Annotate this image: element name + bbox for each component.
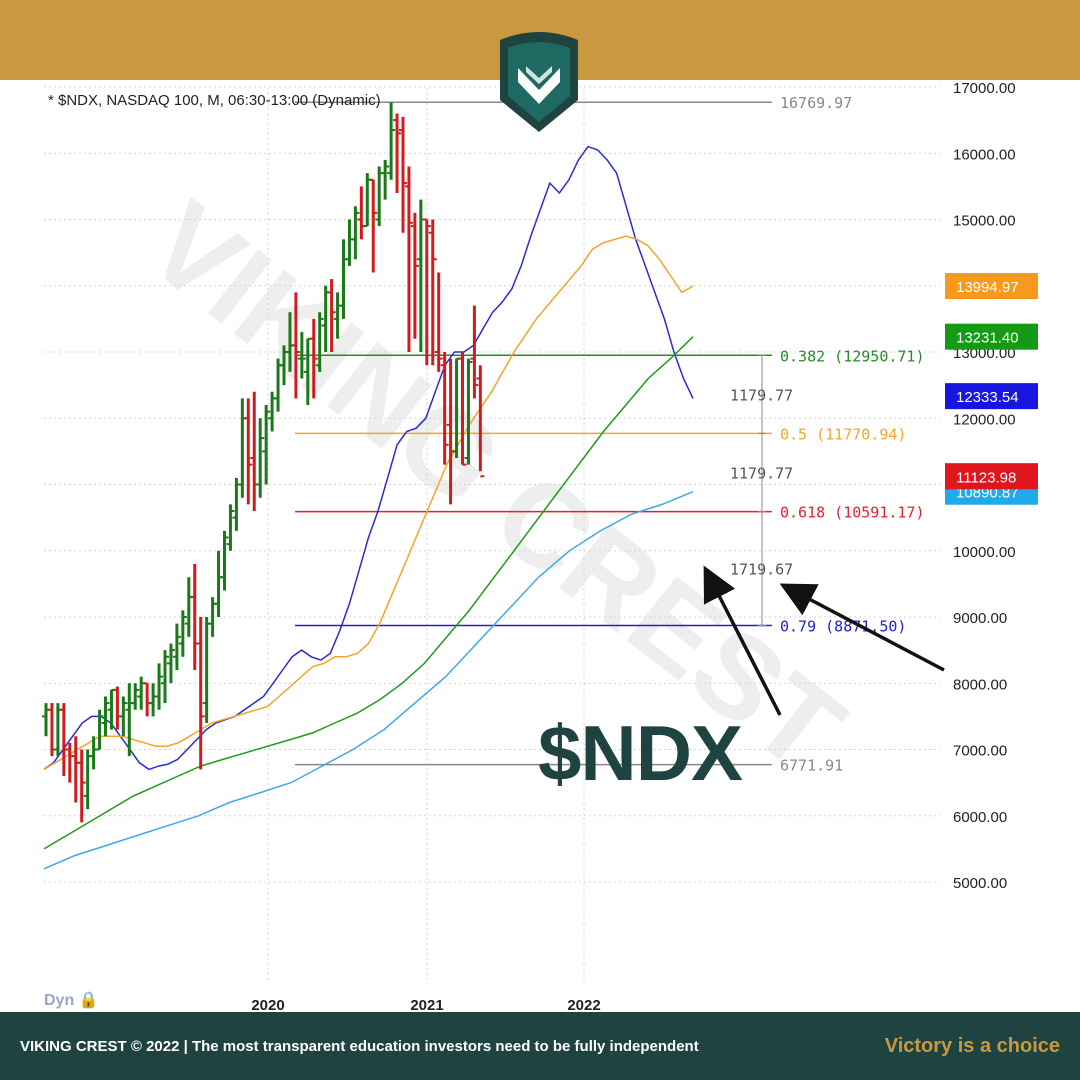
fib-label: 0.382 (12950.71) (780, 347, 925, 365)
y-tick-label: 5000.00 (953, 875, 1007, 892)
fib-label: 0.618 (10591.17) (780, 504, 925, 522)
price-tag (945, 323, 1038, 350)
price-tag-label: 13231.40 (956, 330, 1019, 347)
footer-tagline: VIKING CREST © 2022 | The most transpare… (20, 1037, 699, 1055)
y-tick-label: 6000.00 (953, 809, 1007, 826)
x-tick-label: 2020 (251, 997, 284, 1012)
y-tick-label: 17000.00 (953, 80, 1016, 97)
range-label: 1179.77 (730, 465, 793, 483)
fib-label: 0.79 (8871.50) (780, 618, 906, 636)
dyn-lock-label[interactable]: Dyn 🔒 (44, 990, 99, 1010)
chart-area: VIKING CREST 5000.00 6000.00 7000.00 8000.00… (0, 80, 1080, 1012)
price-tag (945, 383, 1038, 410)
ndx-chart: VIKING CREST5000.006000.007000.008000.00… (42, 80, 1038, 1012)
ndx-big-label: $NDX (538, 709, 743, 797)
y-tick-label: 12000.00 (953, 411, 1016, 428)
x-tick-label: 2022 (567, 997, 600, 1012)
footer-slogan: Victory is a choice (884, 1034, 1060, 1057)
y-tick-label: 8000.00 (953, 676, 1007, 693)
y-tick-label: 16000.00 (953, 146, 1016, 163)
viking-crest-shield-logo (500, 32, 578, 132)
lock-icon: 🔒 (78, 992, 99, 1009)
moving-average-line (43, 336, 694, 850)
moving-average-line (43, 145, 694, 771)
chart-title: * $NDX, NASDAQ 100, M, 06:30-13:00 (Dyna… (48, 92, 381, 109)
fib-label: 16769.97 (780, 94, 852, 112)
dyn-label: Dyn (44, 992, 75, 1009)
price-tag (945, 273, 1038, 300)
moving-average-line (43, 235, 694, 771)
price-tag-label: 13994.97 (956, 279, 1019, 296)
range-label: 1179.77 (730, 386, 793, 404)
y-tick-label: 10000.00 (953, 544, 1016, 561)
y-tick-label: 7000.00 (953, 743, 1007, 760)
moving-average-line (43, 491, 694, 870)
footer-bar: VIKING CREST © 2022 | The most transpare… (0, 1012, 1080, 1080)
x-tick-label: 2021 (410, 997, 443, 1012)
annotation-arrow (703, 565, 782, 716)
price-tag-front (945, 463, 1038, 490)
y-tick-label: 15000.00 (953, 213, 1016, 230)
range-label: 1719.67 (730, 561, 793, 579)
y-tick-label: 9000.00 (953, 610, 1007, 627)
price-tag-label: 12333.54 (956, 389, 1019, 406)
annotation-arrow (779, 583, 945, 672)
fib-label: 0.5 (11770.94) (780, 425, 906, 443)
fib-label: 6771.91 (780, 757, 843, 775)
price-tag-front-label: 11123.98 (956, 469, 1016, 486)
